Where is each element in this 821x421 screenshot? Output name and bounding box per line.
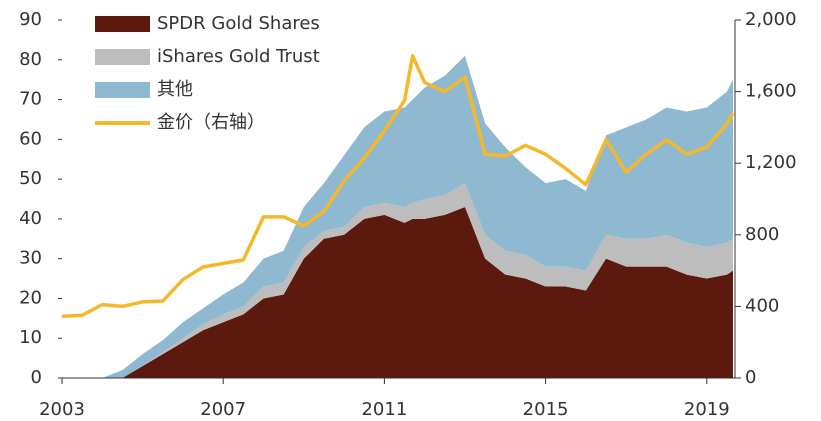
y-tick-label: 20 bbox=[19, 287, 42, 308]
x-tick-label: 2019 bbox=[684, 399, 730, 420]
y-tick-label: 90 bbox=[19, 9, 42, 30]
legend-label: 金价（右轴） bbox=[157, 112, 265, 133]
y2-tick-label: 400 bbox=[745, 295, 779, 316]
legend-swatch bbox=[95, 82, 150, 98]
area bbox=[62, 206, 733, 378]
y2-tick-label: 2,000 bbox=[745, 9, 797, 30]
legend-label: iShares Gold Trust bbox=[157, 46, 320, 67]
y2-tick-label: 800 bbox=[745, 224, 779, 245]
y-tick-label: 40 bbox=[19, 208, 42, 229]
y-tick-label: 80 bbox=[19, 49, 42, 70]
y-tick-label: 30 bbox=[19, 248, 42, 269]
x-tick-label: 2003 bbox=[39, 399, 85, 420]
legend-label: SPDR Gold Shares bbox=[157, 13, 320, 34]
legend-label: 其他 bbox=[157, 79, 193, 100]
x-tick-label: 2015 bbox=[523, 399, 569, 420]
y2-tick-label: 0 bbox=[745, 367, 756, 388]
x-tick-label: 2007 bbox=[200, 399, 246, 420]
legend-swatch bbox=[95, 49, 150, 65]
y-tick-label: 70 bbox=[19, 89, 42, 110]
y-tick-label: 10 bbox=[19, 327, 42, 348]
y2-tick-label: 1,200 bbox=[745, 152, 797, 173]
y-tick-label: 60 bbox=[19, 128, 42, 149]
y2-tick-label: 1,600 bbox=[745, 81, 797, 102]
line bbox=[61, 54, 735, 318]
area bbox=[62, 55, 733, 379]
legend-swatch bbox=[95, 16, 150, 32]
y-tick-label: 0 bbox=[31, 367, 42, 388]
x-tick-label: 2011 bbox=[361, 399, 407, 420]
y-tick-label: 50 bbox=[19, 168, 42, 189]
